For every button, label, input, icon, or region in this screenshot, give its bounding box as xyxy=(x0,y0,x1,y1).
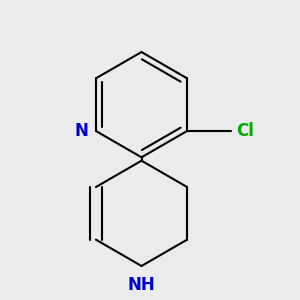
Text: N: N xyxy=(75,122,88,140)
Text: Cl: Cl xyxy=(236,122,254,140)
Text: NH: NH xyxy=(128,276,155,294)
